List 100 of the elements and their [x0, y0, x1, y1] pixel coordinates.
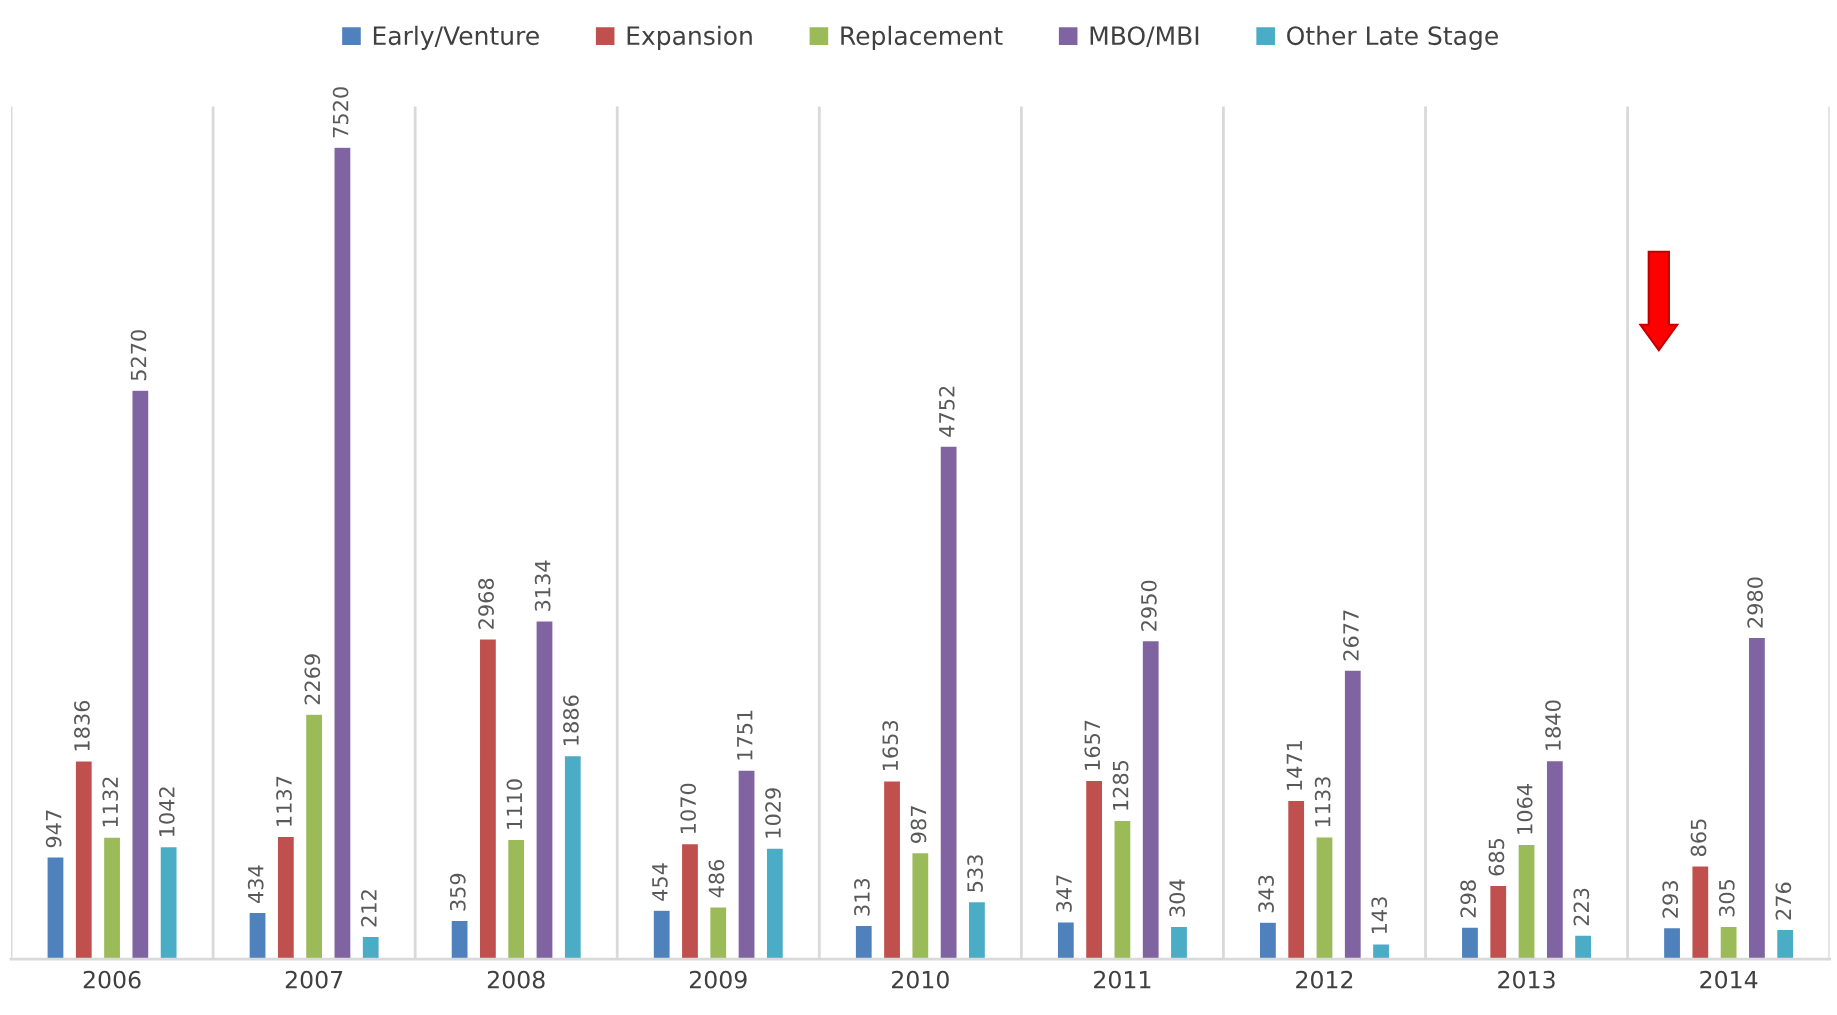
bar [1315, 836, 1334, 960]
data-label: 947 [45, 810, 62, 848]
bar [765, 847, 785, 960]
data-label: 1132 [102, 777, 119, 827]
x-tick-label: 2007 [285, 970, 343, 989]
legend-label: Other Late Stage [1287, 25, 1498, 50]
data-label: 1110 [506, 779, 523, 829]
bar [1286, 799, 1306, 960]
bar [1545, 759, 1565, 960]
data-label: 1133 [1314, 777, 1331, 827]
bar [276, 835, 296, 960]
data-label: 143 [1371, 897, 1388, 934]
bar [563, 754, 583, 960]
bar [1371, 943, 1391, 960]
bar [1113, 819, 1132, 960]
bar [304, 713, 324, 960]
legend-label: Expansion [627, 25, 752, 50]
data-label: 1471 [1286, 740, 1302, 790]
x-tick-label: 2011 [1094, 970, 1151, 989]
bar [1719, 925, 1738, 960]
bar [680, 842, 700, 960]
x-tick-label: 2010 [892, 970, 949, 989]
bar [1141, 639, 1160, 960]
data-label: 293 [1662, 881, 1679, 918]
bar [1517, 843, 1536, 960]
bar [1488, 884, 1508, 960]
data-label: 313 [854, 878, 870, 916]
data-label: 5270 [130, 330, 147, 381]
data-label: 2950 [1140, 580, 1157, 631]
bar [248, 911, 267, 960]
bar [361, 935, 380, 960]
data-label: 359 [449, 873, 466, 911]
data-label: 486 [708, 859, 725, 898]
data-label: 1285 [1112, 760, 1129, 810]
bar [1775, 928, 1795, 960]
data-label: 1064 [1516, 784, 1533, 834]
bar [159, 845, 178, 960]
bar [74, 760, 94, 960]
bar [708, 906, 728, 960]
bar [967, 900, 987, 960]
bar [1343, 669, 1363, 960]
data-label: 223 [1573, 888, 1590, 926]
data-label: 987 [910, 806, 927, 843]
bar [1691, 865, 1710, 960]
data-label: 2269 [304, 654, 321, 705]
data-label: 1070 [680, 783, 697, 834]
x-tick-label: 2008 [487, 970, 545, 989]
data-label: 533 [967, 855, 983, 892]
bar [478, 637, 498, 960]
bar [506, 838, 526, 960]
data-label: 3134 [534, 560, 551, 611]
bar [333, 146, 352, 960]
data-label: 4752 [938, 386, 955, 437]
legend-label: Replacement [841, 25, 1003, 50]
data-label: 2677 [1343, 610, 1359, 661]
bar [450, 919, 469, 960]
data-label: 347 [1056, 875, 1072, 912]
bar [46, 856, 65, 960]
bar [939, 445, 958, 960]
bar [882, 779, 902, 960]
legend-label: Early/Venture [373, 25, 539, 50]
bar [1169, 925, 1189, 960]
data-label: 2980 [1747, 577, 1763, 628]
data-label: 1653 [882, 721, 899, 771]
data-label: 343 [1258, 875, 1274, 913]
bar [1460, 926, 1480, 960]
bar [535, 620, 554, 960]
x-tick-label: 2012 [1296, 970, 1353, 989]
data-label: 212 [360, 890, 377, 927]
bar [911, 851, 930, 960]
legend-label: MBO/MBI [1090, 26, 1199, 48]
bar [854, 924, 874, 960]
bar [1747, 636, 1767, 960]
bar [1258, 921, 1278, 960]
data-label: 298 [1460, 880, 1477, 918]
data-label: 305 [1718, 879, 1735, 917]
data-label: 454 [652, 863, 668, 901]
data-label: 7520 [332, 87, 349, 138]
bar [652, 909, 671, 960]
bar [102, 836, 122, 960]
x-tick-label: 2013 [1498, 970, 1555, 989]
bar [131, 389, 150, 960]
data-label: 434 [247, 865, 264, 903]
data-label: 1029 [765, 788, 781, 838]
bar [1573, 934, 1593, 960]
data-label: 1137 [276, 776, 292, 826]
bar [1662, 926, 1682, 960]
data-label: 1657 [1084, 720, 1101, 770]
data-label: 1042 [158, 787, 175, 837]
data-label: 1886 [563, 695, 579, 745]
x-tick-label: 2009 [689, 970, 747, 989]
data-label: 304 [1169, 879, 1186, 917]
data-label: 865 [1690, 819, 1707, 857]
data-label: 1751 [737, 710, 753, 760]
data-label: 276 [1775, 882, 1792, 920]
bar [1056, 921, 1076, 960]
bar [737, 769, 756, 960]
x-tick-label: 2014 [1700, 970, 1758, 989]
bar [1084, 779, 1104, 960]
data-label: 1840 [1545, 700, 1561, 750]
